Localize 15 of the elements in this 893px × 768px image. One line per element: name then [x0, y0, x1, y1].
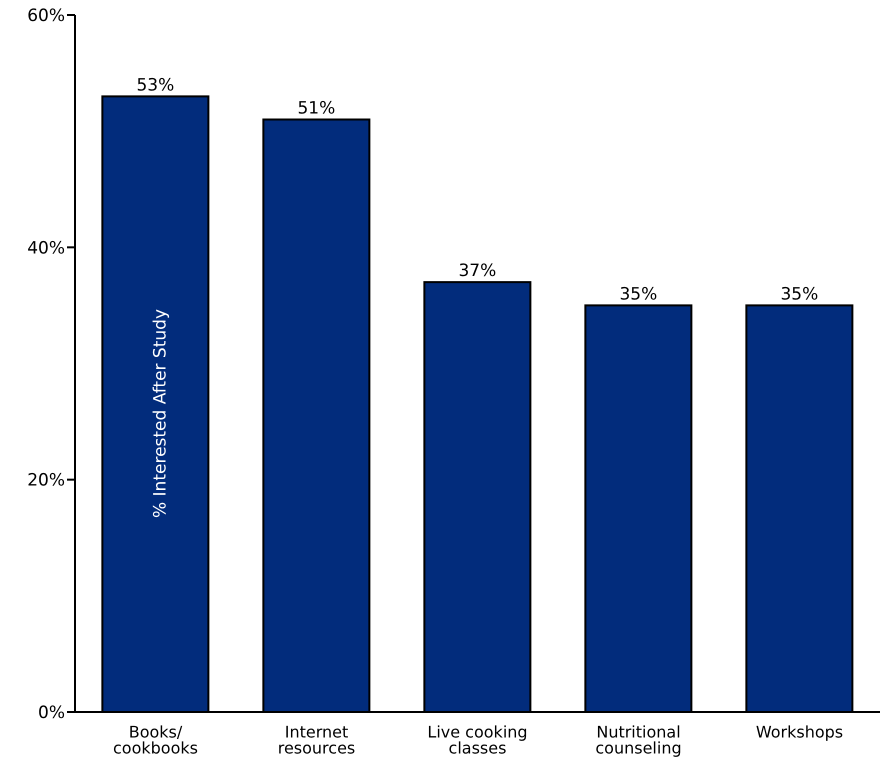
- data-label: 37%: [458, 261, 496, 282]
- y-tick-label: 60%: [27, 6, 65, 26]
- x-tick-label: Nutritional counseling: [595, 722, 682, 758]
- data-label: 35%: [619, 284, 658, 304]
- x-tick-label: Internet resources: [278, 722, 356, 758]
- y-tick-label: 0%: [38, 703, 65, 724]
- data-label: 53%: [136, 75, 174, 96]
- x-tick-label: Live cooking classes: [427, 722, 528, 758]
- y-tick-label: 20%: [27, 470, 65, 491]
- y-tick-label: 40%: [27, 238, 65, 258]
- data-label: 35%: [780, 284, 818, 304]
- x-tick-label: Books/ cookbooks: [113, 722, 198, 758]
- x-tick-label: Workshops: [756, 722, 844, 742]
- y-axis-title: % Interested After Study: [150, 308, 171, 518]
- data-label: 51%: [297, 98, 336, 119]
